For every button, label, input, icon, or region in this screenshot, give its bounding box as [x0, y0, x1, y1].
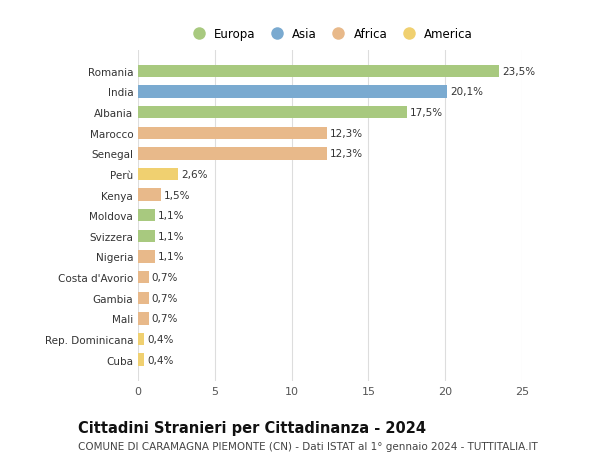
- Bar: [138, 127, 327, 140]
- Text: 17,5%: 17,5%: [410, 108, 443, 118]
- Bar: [138, 251, 155, 263]
- Text: 12,3%: 12,3%: [330, 129, 363, 139]
- Text: 2,6%: 2,6%: [181, 169, 208, 179]
- Bar: [138, 333, 144, 345]
- Bar: [138, 106, 407, 119]
- Text: 1,1%: 1,1%: [158, 211, 184, 221]
- Bar: [138, 86, 447, 98]
- Bar: [138, 230, 155, 242]
- Text: COMUNE DI CARAMAGNA PIEMONTE (CN) - Dati ISTAT al 1° gennaio 2024 - TUTTITALIA.I: COMUNE DI CARAMAGNA PIEMONTE (CN) - Dati…: [78, 441, 538, 451]
- Bar: [138, 189, 161, 202]
- Text: 20,1%: 20,1%: [450, 87, 483, 97]
- Bar: [138, 168, 178, 181]
- Text: 1,1%: 1,1%: [158, 231, 184, 241]
- Text: Cittadini Stranieri per Cittadinanza - 2024: Cittadini Stranieri per Cittadinanza - 2…: [78, 420, 426, 435]
- Bar: [138, 66, 499, 78]
- Text: 1,5%: 1,5%: [164, 190, 191, 200]
- Text: 0,4%: 0,4%: [147, 334, 173, 344]
- Text: 1,1%: 1,1%: [158, 252, 184, 262]
- Text: 12,3%: 12,3%: [330, 149, 363, 159]
- Bar: [138, 271, 149, 284]
- Text: 23,5%: 23,5%: [502, 67, 535, 77]
- Bar: [138, 210, 155, 222]
- Bar: [138, 292, 149, 304]
- Text: 0,7%: 0,7%: [152, 293, 178, 303]
- Legend: Europa, Asia, Africa, America: Europa, Asia, Africa, America: [182, 23, 478, 46]
- Text: 0,7%: 0,7%: [152, 313, 178, 324]
- Bar: [138, 148, 327, 160]
- Bar: [138, 313, 149, 325]
- Text: 0,4%: 0,4%: [147, 355, 173, 365]
- Bar: [138, 353, 144, 366]
- Text: 0,7%: 0,7%: [152, 273, 178, 282]
